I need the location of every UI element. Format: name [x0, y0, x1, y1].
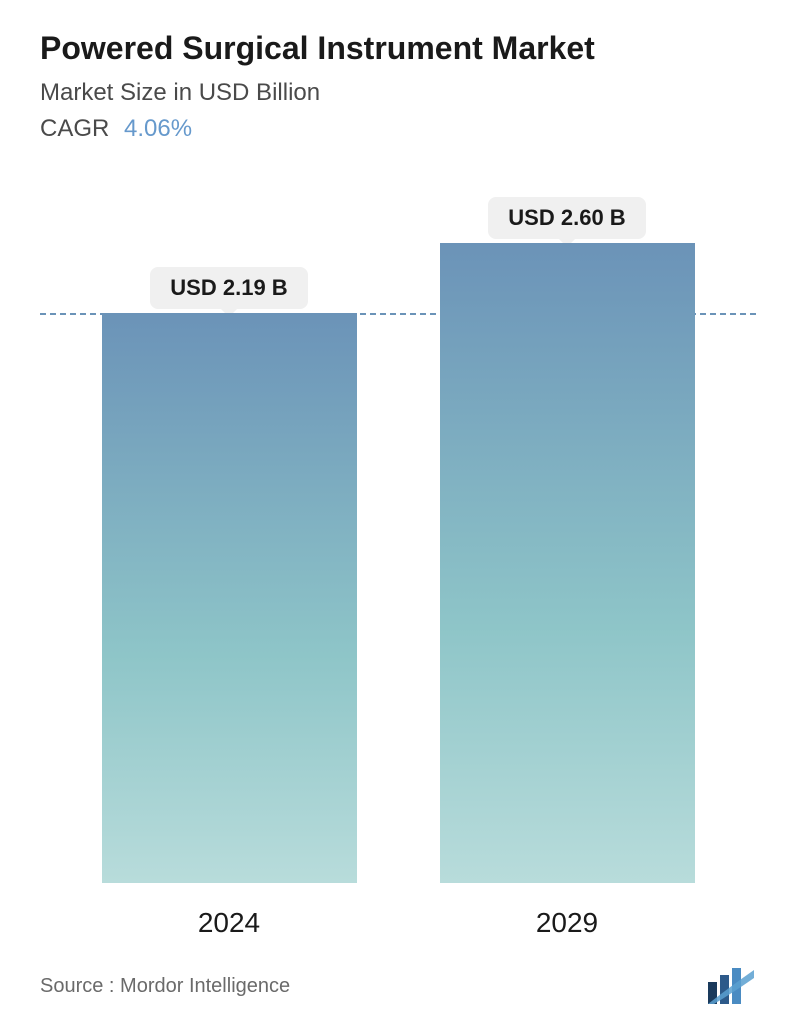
chart-title: Powered Surgical Instrument Market — [40, 30, 756, 67]
chart-area: USD 2.19 B USD 2.60 B — [40, 203, 756, 883]
year-label-2029: 2029 — [437, 907, 697, 939]
mordor-logo-icon — [706, 968, 756, 1004]
bar-2029 — [440, 243, 695, 883]
source-text: Source : Mordor Intelligence — [40, 975, 290, 998]
bar-group-2024: USD 2.19 B — [99, 267, 359, 883]
cagr-value: 4.06% — [124, 115, 192, 142]
year-label-2024: 2024 — [99, 907, 359, 939]
bars-container: USD 2.19 B USD 2.60 B — [40, 203, 756, 883]
bar-label-2024: USD 2.19 B — [150, 267, 307, 309]
bar-group-2029: USD 2.60 B — [437, 197, 697, 883]
cagr-row: CAGR 4.06% — [40, 115, 756, 143]
chart-subtitle: Market Size in USD Billion — [40, 79, 756, 107]
year-labels-row: 2024 2029 — [40, 883, 756, 939]
footer: Source : Mordor Intelligence — [40, 968, 756, 1004]
bar-2024 — [102, 313, 357, 883]
bar-label-2029: USD 2.60 B — [488, 197, 645, 239]
cagr-label: CAGR — [40, 115, 109, 142]
